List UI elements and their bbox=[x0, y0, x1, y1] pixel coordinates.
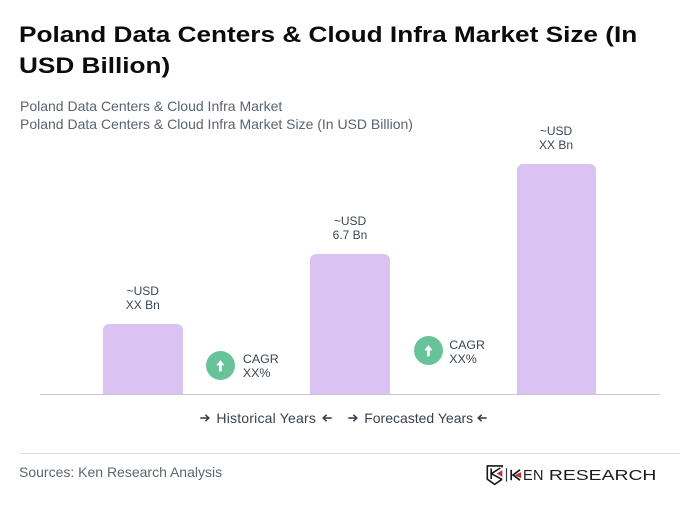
svg-text:EN: EN bbox=[523, 468, 544, 484]
svg-text:RESEARCH: RESEARCH bbox=[549, 468, 657, 484]
